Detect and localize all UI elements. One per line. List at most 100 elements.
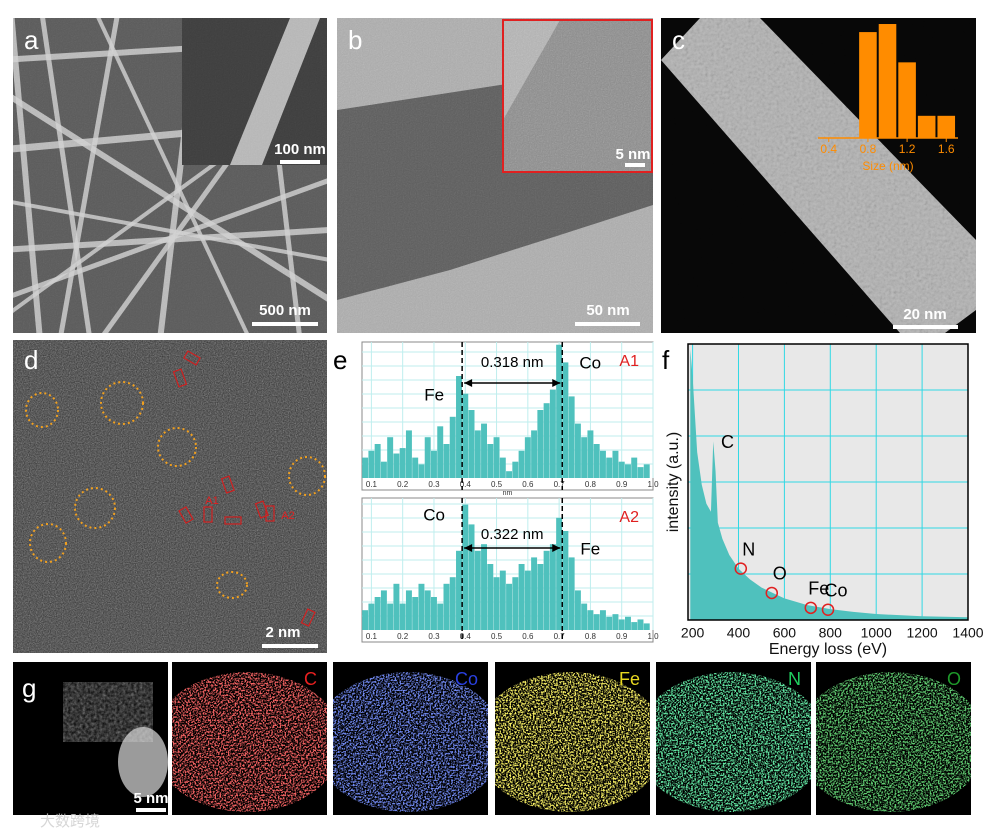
plot-frame (687, 343, 969, 621)
sem-inset (182, 18, 327, 165)
profile-bar (531, 430, 538, 478)
profile-bar (643, 464, 650, 478)
x-tick-label: 0.5 (491, 632, 503, 641)
distance-label: 0.322 nm (481, 526, 544, 543)
profile-bar (481, 544, 488, 630)
profile-bar (368, 603, 375, 630)
profile-bar (512, 461, 519, 478)
x-tick-label: 0.7 (554, 632, 566, 641)
x-tick-label: 0.1 (366, 480, 378, 489)
profile-bar (368, 450, 375, 478)
profile-bar (562, 531, 569, 630)
profile-bar (518, 450, 525, 478)
profile-bar (462, 393, 469, 478)
peak-label: Fe (580, 539, 600, 558)
element-signal (816, 672, 971, 812)
profile-bar (437, 603, 444, 630)
profile-bar (399, 448, 406, 478)
x-axis-label: Energy loss (eV) (769, 641, 887, 658)
profile-bar (412, 597, 419, 630)
profile-bar (524, 437, 531, 478)
profile-bar (462, 504, 469, 630)
x-tick-label: 0.2 (397, 480, 409, 489)
profile-bar (606, 457, 613, 478)
profile-bar (474, 550, 481, 630)
scale-label: 5 nm (133, 790, 168, 807)
x-tick-label: 0.7 (554, 480, 566, 489)
x-tick-label: 800 (819, 625, 843, 641)
profile-bar (531, 557, 538, 630)
haadf-blob (118, 727, 168, 797)
peak-label: Fe (424, 385, 444, 404)
peak-label: Co (423, 505, 445, 524)
profile-bar (418, 464, 425, 478)
region-label: A2 (281, 510, 294, 522)
x-tick-label: 200 (681, 625, 705, 641)
peak-label: C (721, 432, 734, 452)
spectrum-area (690, 349, 968, 620)
profile-bar (612, 614, 619, 630)
scale-label: 50 nm (586, 302, 629, 319)
profile-bar (399, 603, 406, 630)
profile-bar (587, 430, 594, 478)
element-label: C (304, 669, 317, 689)
x-axis-label: nm (503, 490, 513, 497)
profile-bar (637, 619, 644, 630)
x-tick-label: 0.9 (616, 632, 628, 641)
profile-bar (543, 403, 550, 478)
distance-label: 0.318 nm (481, 354, 544, 371)
edge-marker (804, 601, 818, 615)
x-tick-label: 0.8 (585, 480, 597, 489)
profile-bar (574, 590, 581, 630)
profile-bar (449, 577, 456, 630)
hist-bar (937, 115, 956, 138)
profile-bar (374, 597, 381, 630)
panel-label: c (672, 25, 685, 55)
profile-bar (393, 583, 400, 630)
x-tick-label: 0.9 (616, 480, 628, 489)
profile-bar (424, 437, 431, 478)
panel-label: g (22, 673, 36, 703)
profile-bar (362, 610, 369, 630)
profile-bar (487, 444, 494, 478)
profile-bar (456, 550, 462, 630)
profile-bar (593, 614, 600, 630)
profile-bar (587, 610, 594, 630)
profile-bar (556, 344, 563, 478)
profile-bar (568, 396, 575, 478)
profile-bar (449, 416, 456, 478)
profile-bar (543, 550, 550, 630)
scale-label: 2 nm (265, 624, 300, 641)
single-atom-boxes (172, 350, 316, 627)
profile-bar (430, 597, 437, 630)
profile-bar (581, 437, 588, 478)
x-tick-label: 1.6 (938, 142, 955, 156)
profile-bar (468, 524, 475, 630)
x-tick-label: 1.0 (647, 480, 659, 489)
profile-bar (624, 616, 631, 630)
profile-bar (524, 570, 531, 630)
element-label: O (947, 669, 961, 689)
x-tick-label: 0.2 (397, 632, 409, 641)
x-tick-label: 1400 (952, 625, 983, 641)
x-tick-label: 0.6 (522, 480, 534, 489)
profile-bar (612, 450, 619, 478)
x-tick-label: 0.8 (860, 142, 877, 156)
scale-label: 5 nm (615, 146, 650, 163)
x-tick-label: 1.0 (647, 632, 659, 641)
x-tick-label: 0.4 (460, 632, 472, 641)
profile-bar (362, 457, 369, 478)
x-tick-label: 0.6 (522, 632, 534, 641)
profile-bar (424, 590, 431, 630)
element-signal (333, 672, 488, 812)
profile-bar (624, 464, 631, 478)
profile-bar (468, 410, 475, 478)
profile-bar (481, 423, 488, 478)
profile-bar (387, 437, 394, 478)
x-tick-label: 600 (773, 625, 797, 641)
edge-label: N (742, 539, 755, 559)
profile-bar (474, 430, 481, 478)
x-tick-label: 1200 (907, 625, 938, 641)
profile-bar (574, 423, 581, 478)
hist-bar (859, 32, 877, 138)
